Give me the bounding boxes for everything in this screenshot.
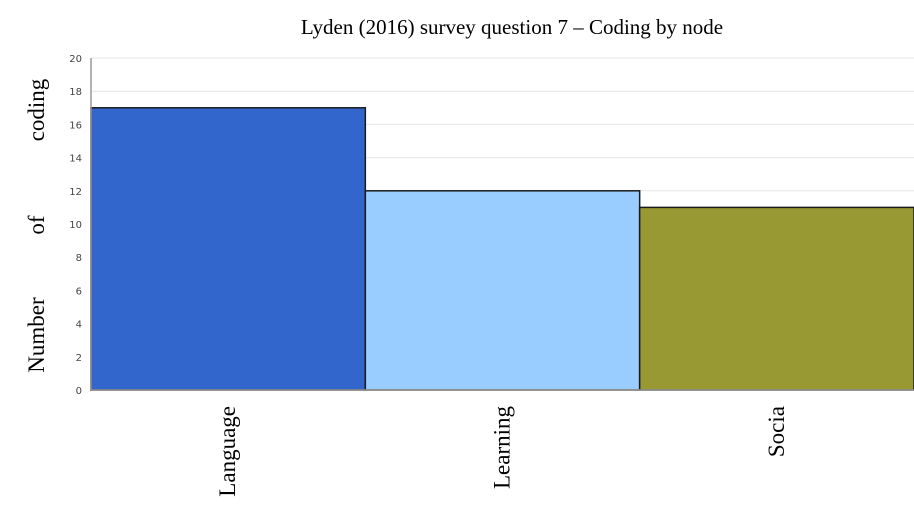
y-axis-label-word: coding [24, 78, 49, 141]
bar-language [90, 107, 367, 391]
x-tick-label: Socia [764, 406, 789, 457]
bar-socia [638, 206, 914, 391]
y-tick-label: 18 [69, 87, 82, 98]
y-tick-label: 12 [69, 187, 82, 198]
y-tick-label: 2 [76, 353, 82, 364]
y-tick-label: 4 [76, 320, 82, 331]
y-axis-label: Number of coding [24, 78, 49, 372]
y-tick-label: 14 [69, 154, 82, 165]
x-tick-label: Language [215, 406, 240, 497]
bar-learning [364, 190, 641, 391]
bars [90, 107, 914, 391]
x-tick-label: Learning [490, 406, 515, 490]
x-tick-labels: Language Learning Socia [215, 406, 789, 497]
y-tick-label: 8 [76, 253, 82, 264]
y-tick-labels: 0 2 4 6 8 10 12 14 16 18 20 [69, 54, 82, 397]
y-tick-label: 10 [69, 220, 82, 231]
y-tick-label: 20 [69, 54, 82, 65]
y-axis-label-word: Number [24, 297, 49, 373]
axes [90, 58, 914, 391]
y-tick-label: 0 [76, 386, 82, 397]
y-axis-label-word: of [24, 215, 49, 235]
y-tick-label: 16 [69, 120, 82, 131]
y-tick-label: 6 [76, 286, 82, 297]
chart-title: Lyden (2016) survey question 7 – Coding … [301, 15, 723, 39]
